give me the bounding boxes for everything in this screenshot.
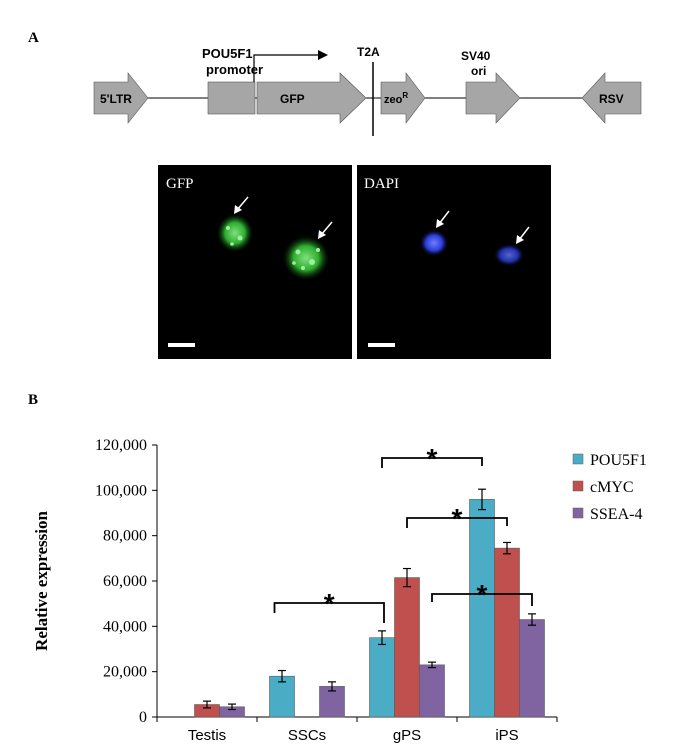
dapi-micrograph: DAPI: [357, 165, 551, 359]
bar-ssea-4: [419, 664, 445, 718]
gfp-arrowhead-1: [234, 205, 242, 214]
gfp-arrowhead-2: [318, 230, 326, 239]
dapi-image: [357, 165, 551, 359]
gfp-cell-1: [217, 214, 253, 252]
legend-label-cmyc: cMYC: [590, 479, 634, 496]
sv40-label-line2: ori: [471, 64, 486, 78]
legend-label-pou5f1: POU5F1: [590, 452, 647, 469]
sv40-ori-arrow: [465, 72, 521, 124]
rsv-arrow: [581, 72, 642, 124]
dapi-arrowhead-1: [436, 219, 444, 228]
transcription-start-arrow: [253, 54, 318, 82]
dapi-scale-bar: [368, 343, 395, 347]
x-tick-label: Testis: [188, 727, 226, 744]
gfp-arrow-label: GFP: [280, 92, 305, 106]
dapi-nucleus-2: [494, 244, 524, 266]
gene-construct-diagram: 5'LTR POU5F1 promoter GFP T2A zeoR SV40 …: [93, 45, 642, 136]
significance-bracket-cmyc: [406, 517, 508, 528]
dapi-image-label: DAPI: [364, 176, 399, 192]
transcription-arrowhead: [318, 50, 328, 60]
promoter-label-line1: POU5F1: [202, 46, 253, 61]
significance-bracket-sscs-gps-star: *: [324, 588, 335, 619]
gfp-speckles: [226, 226, 320, 270]
legend-swatch-pou5f1: [572, 453, 584, 465]
promoter-label-line2: promoter: [206, 62, 263, 77]
y-tick-label: 20,000: [103, 664, 147, 681]
panel-a-label: A: [28, 30, 39, 46]
zeo-arrow: [380, 72, 426, 124]
y-tick-label: 40,000: [103, 618, 147, 635]
significance-bracket-ssea4-star: *: [477, 579, 488, 610]
bar-pou5f1: [369, 637, 395, 718]
gfp-micrograph: GFP: [158, 165, 352, 359]
relative-expression-chart: 0 20,000 40,000 60,000 80,000 100,000 120,000 T…: [32, 437, 647, 744]
significance-bracket-ssea4: [431, 593, 533, 606]
x-tick-label: gPS: [393, 727, 421, 744]
gfp-image-label: GFP: [166, 176, 194, 192]
promoter-box: [207, 81, 256, 115]
panel-b-label: B: [28, 392, 38, 408]
significance-bracket-sscs-gps: [273, 602, 385, 623]
gfp-scale-bar: [168, 343, 195, 347]
y-tick-label: 120,000: [95, 437, 147, 454]
bar-ssea-4: [519, 619, 545, 718]
dapi-nucleus-1: [420, 230, 448, 256]
y-tick-label: 60,000: [103, 573, 147, 590]
y-tick-label: 80,000: [103, 528, 147, 545]
ltr-arrow: [93, 72, 149, 124]
x-tick-label: iPS: [495, 727, 518, 744]
dapi-arrowhead-2: [516, 235, 524, 244]
bar-cmyc: [394, 577, 420, 718]
legend-swatch-ssea-4: [572, 507, 584, 519]
gfp-arrow: [256, 72, 367, 124]
bar-cmyc: [494, 547, 520, 718]
significance-bracket-pou5f1: [381, 457, 483, 468]
y-tick-label: 0: [139, 709, 147, 726]
legend-label-ssea-4: SSEA-4: [590, 506, 642, 523]
gfp-cell-2: [283, 236, 329, 280]
zeo-label: zeoR: [384, 91, 408, 106]
ltr-label: 5'LTR: [100, 92, 132, 106]
bar-pou5f1: [269, 675, 295, 718]
significance-bracket-cmyc-star: *: [452, 503, 463, 534]
x-tick-label: SSCs: [288, 727, 326, 744]
t2a-label: T2A: [357, 45, 380, 59]
y-tick-label: 100,000: [95, 482, 147, 499]
sv40-label-line1: SV40: [461, 49, 491, 63]
bar-pou5f1: [469, 499, 495, 718]
rsv-label: RSV: [599, 92, 624, 106]
legend-swatch-cmyc: [572, 480, 584, 492]
y-axis-title: Relative expression: [32, 510, 51, 650]
significance-bracket-pou5f1-star: *: [427, 443, 438, 474]
